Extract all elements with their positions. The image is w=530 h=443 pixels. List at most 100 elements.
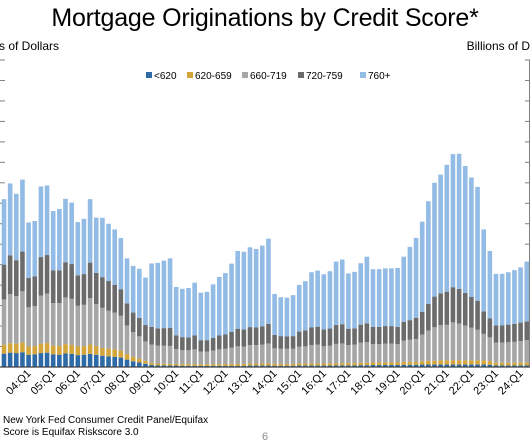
bar-segment xyxy=(493,362,499,366)
bar-segment xyxy=(401,321,407,341)
bar-segment xyxy=(155,345,161,364)
bar-segment xyxy=(1,344,7,354)
bar-segment xyxy=(223,273,228,335)
bar-segment xyxy=(266,365,271,367)
bar-segment xyxy=(63,344,68,354)
bar-segment xyxy=(487,318,493,338)
bar-segment xyxy=(499,342,505,363)
bar-segment xyxy=(69,202,74,265)
bar-segment xyxy=(487,361,493,365)
x-tick-label: 07:Q1 xyxy=(78,368,108,398)
bar-segment xyxy=(389,326,394,344)
bar-segment xyxy=(20,251,25,292)
bar-segment xyxy=(198,351,204,365)
bar-segment xyxy=(180,337,185,351)
bar-segment xyxy=(370,364,376,367)
bar-segment xyxy=(57,303,62,347)
bar-segment xyxy=(358,342,363,363)
bar-segment xyxy=(321,365,327,367)
bar-segment xyxy=(216,364,222,366)
bar-segment xyxy=(192,349,197,365)
bar-segment xyxy=(253,327,259,346)
bar-segment xyxy=(20,291,25,343)
bar-segment xyxy=(309,365,314,367)
bar-segment xyxy=(180,364,185,366)
bar-segment xyxy=(426,364,431,367)
bar-segment xyxy=(438,293,443,326)
bar-segment xyxy=(450,287,456,323)
bar-segment xyxy=(266,363,271,366)
bar-segment xyxy=(512,365,517,367)
bar-segment xyxy=(284,363,290,366)
bar-segment xyxy=(44,293,50,344)
bar-segment xyxy=(518,322,523,342)
bar-segment xyxy=(44,255,50,294)
bar-segment xyxy=(315,270,320,327)
bar-segment xyxy=(235,346,240,364)
bar-segment xyxy=(339,365,345,367)
bar-segment xyxy=(75,305,81,347)
bar-segment xyxy=(112,312,117,350)
bar-segment xyxy=(364,365,370,367)
x-tick-label: 18:Q1 xyxy=(348,368,378,398)
bar-segment xyxy=(210,364,216,366)
bar-segment xyxy=(247,247,253,328)
bar-segment xyxy=(229,263,234,333)
bar-segment xyxy=(210,337,216,351)
bar-segment xyxy=(266,238,271,324)
bar-segment xyxy=(87,298,93,345)
bar-segment xyxy=(241,329,247,347)
bar-segment xyxy=(462,166,468,293)
bar-segment xyxy=(87,262,93,299)
bar-segment xyxy=(432,327,437,361)
bar-segment xyxy=(161,363,167,366)
bar-segment xyxy=(204,291,210,341)
bar-segment xyxy=(14,353,19,367)
legend-label: 720-759 xyxy=(306,71,343,82)
bar-segment xyxy=(63,198,68,263)
bar-segment xyxy=(93,272,99,305)
bar-segment xyxy=(124,325,130,355)
bar-segment xyxy=(450,322,456,361)
bar-segment xyxy=(450,360,456,365)
bar-segment xyxy=(216,276,222,336)
bar-segment xyxy=(450,154,456,288)
bar-segment xyxy=(352,328,357,345)
bar-segment xyxy=(173,286,179,336)
bar-segment xyxy=(118,350,124,358)
x-tick-label: 24:Q1 xyxy=(496,368,526,398)
bar-segment xyxy=(247,365,253,367)
bar-segment xyxy=(481,311,486,334)
bar-segment xyxy=(180,365,185,367)
bar-segment xyxy=(229,363,234,366)
bar-segment xyxy=(456,323,462,361)
bar-segment xyxy=(333,343,339,364)
bar-segment xyxy=(173,335,179,350)
bar-segment xyxy=(358,365,363,367)
bar-segment xyxy=(512,323,517,342)
bar-segment xyxy=(75,275,81,306)
bar-segment xyxy=(112,229,117,285)
bar-segment xyxy=(432,364,437,367)
bar-segment xyxy=(100,307,105,348)
bar-segment xyxy=(44,352,50,367)
bar-segment xyxy=(278,363,284,366)
bar-segment xyxy=(57,354,62,367)
bar-segment xyxy=(143,341,148,361)
bar-segment xyxy=(364,256,370,324)
bar-segment xyxy=(401,364,407,367)
bar-segment xyxy=(456,360,462,365)
bar-segment xyxy=(309,272,314,328)
bar-segment xyxy=(272,363,277,366)
bar-segment xyxy=(352,365,357,367)
bar-segment xyxy=(456,153,462,289)
bar-segment xyxy=(63,297,68,345)
bar-segment xyxy=(383,343,388,363)
x-tick-label: 10:Q1 xyxy=(152,368,182,398)
bar-segment xyxy=(389,268,394,327)
bar-segment xyxy=(383,268,388,327)
bar-segment xyxy=(346,363,351,366)
bar-segment xyxy=(38,295,44,344)
bar-segment xyxy=(475,360,480,365)
bar-segment xyxy=(376,326,382,345)
